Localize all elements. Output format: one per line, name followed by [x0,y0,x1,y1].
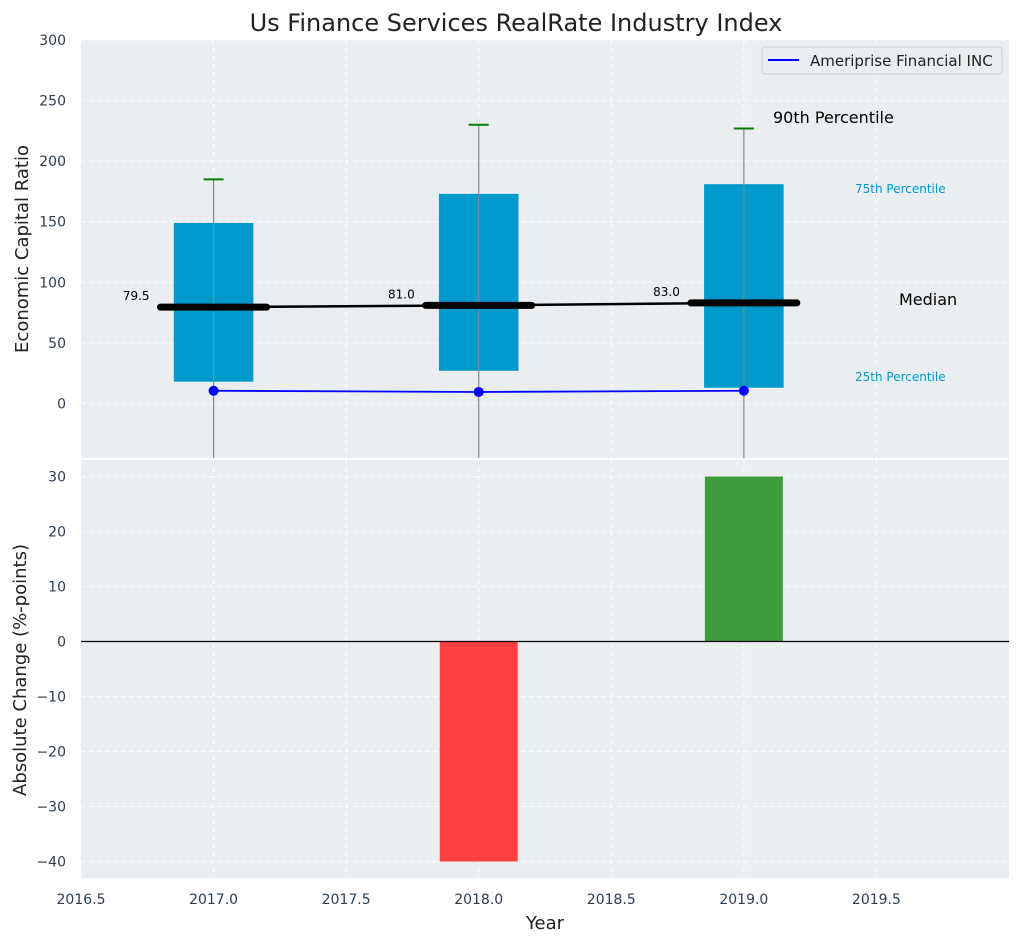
legend-box [761,46,1003,75]
y-tick-label: −40 [36,855,66,871]
company-point [738,385,749,396]
annotation-p25: 25th Percentile [855,370,946,384]
y-tick-label: 300 [39,33,66,49]
chart-title: Us Finance Services RealRate Industry In… [250,9,783,37]
annotation-median: Median [899,290,957,309]
bar-negative [439,641,518,862]
x-tick-label: 2017.0 [189,892,238,908]
company-point [208,385,219,396]
annotation-p90: 90th Percentile [773,108,894,127]
y-tick-label: −20 [36,745,66,761]
y-tick-label: 0 [57,396,66,412]
x-axis-label: Year [525,913,565,934]
x-tick-label: 2019.5 [852,892,901,908]
y-tick-label: 10 [48,580,66,596]
bottom-y-axis-label: Absolute Change (%-points) [10,544,31,796]
y-tick-label: 50 [48,336,66,352]
median-value-label: 81.0 [388,287,415,301]
top-y-axis-label: Economic Capital Ratio [12,145,33,353]
x-tick-label: 2018.0 [454,892,503,908]
top-marks: 79.5 81.0 83.0 90th Percentile 75th Percenti… [123,108,957,458]
median-value-label: 79.5 [123,289,150,303]
y-tick-label: −30 [36,800,66,816]
y-tick-label: 20 [48,525,66,541]
x-tick-label: 2018.5 [587,892,636,908]
bar-positive [704,476,783,642]
x-tick-label: 2016.5 [57,892,106,908]
bottom-y-ticks: 30 20 10 0 −10 −20 −30 −40 [36,470,66,871]
y-tick-label: 200 [39,154,66,170]
bottom-marks [81,476,1009,862]
bottom-panel-background [81,460,1009,878]
company-point [473,386,484,397]
x-tick-label: 2019.0 [719,892,768,908]
y-tick-label: 30 [48,470,66,486]
legend: Ameriprise Financial INC [761,46,1003,75]
median-value-label: 83.0 [653,285,680,299]
y-tick-label: 250 [39,94,66,110]
x-tick-label: 2017.5 [322,892,371,908]
y-tick-label: 0 [57,635,66,651]
y-tick-label: −10 [36,690,66,706]
legend-entry: Ameriprise Financial INC [810,52,993,70]
y-tick-label: 100 [39,275,66,291]
top-y-ticks: 0 50 100 150 200 250 300 [39,33,66,412]
y-tick-label: 150 [39,215,66,231]
annotation-p75: 75th Percentile [855,182,946,196]
x-ticks: 2016.5 2017.0 2017.5 2018.0 2018.5 2019.0 2019… [57,892,901,908]
